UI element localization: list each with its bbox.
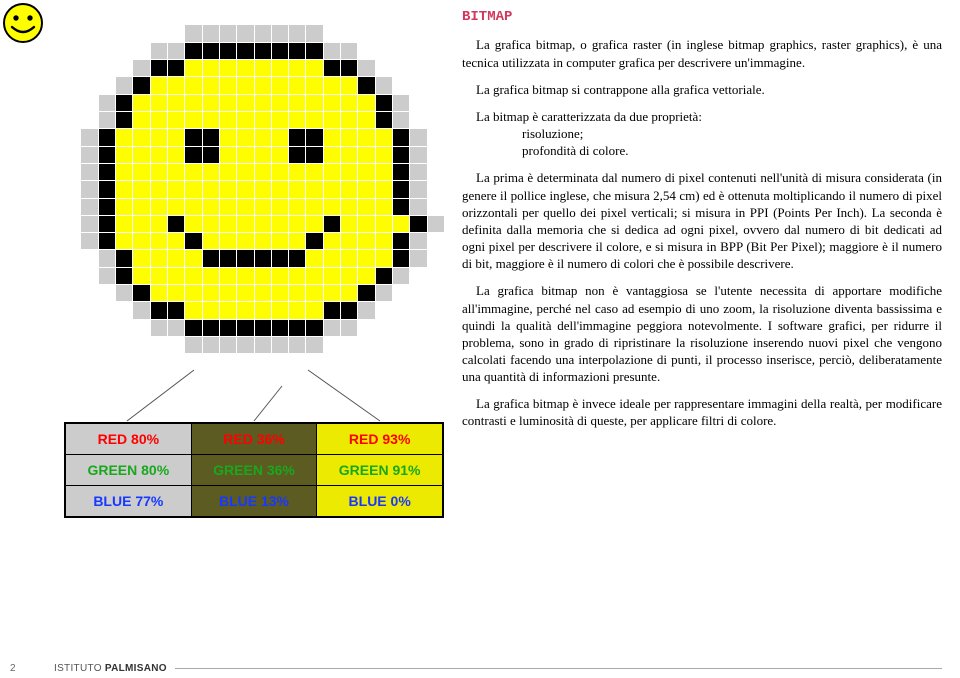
paragraph: La grafica bitmap, o grafica raster (in … <box>462 36 942 70</box>
swatch-label: BLUE 13% <box>219 493 289 509</box>
swatch-cell: RED 80% <box>66 424 191 454</box>
swatch-cell: RED 36% <box>192 424 317 454</box>
figure-column: RED 80% RED 36% RED 93% GREEN 80% GREEN … <box>10 8 450 518</box>
smiley-thumbnail <box>0 0 46 46</box>
swatch-label: GREEN 36% <box>213 462 295 478</box>
page-number: 2 <box>10 663 54 674</box>
text-column: BITMAP La grafica bitmap, o grafica rast… <box>462 8 942 518</box>
footer-rule <box>175 668 942 669</box>
paragraph: risoluzione; <box>462 125 942 142</box>
swatch-cell: RED 93% <box>317 424 442 454</box>
swatch-label: RED 93% <box>349 431 410 447</box>
swatch-label: RED 36% <box>223 431 284 447</box>
swatch-cell: GREEN 91% <box>317 455 442 485</box>
swatch-cell: BLUE 77% <box>66 486 191 516</box>
publisher: ISTITUTO PALMISANO <box>54 663 167 674</box>
publisher-bold: PALMISANO <box>105 663 167 674</box>
paragraph: La grafica bitmap si contrappone alla gr… <box>462 81 942 98</box>
swatch-label: RED 80% <box>98 431 159 447</box>
paragraph: profondità di colore. <box>462 142 942 159</box>
page-footer: 2 ISTITUTO PALMISANO <box>10 663 942 674</box>
publisher-light: ISTITUTO <box>54 663 105 674</box>
swatch-cell: GREEN 80% <box>66 455 191 485</box>
swatch-cell: GREEN 36% <box>192 455 317 485</box>
paragraph: La prima è determinata dal numero di pix… <box>462 169 942 272</box>
swatch-label: GREEN 91% <box>339 462 421 478</box>
swatch-label: GREEN 80% <box>87 462 169 478</box>
swatch-cell: BLUE 13% <box>192 486 317 516</box>
swatch-label: BLUE 0% <box>349 493 411 509</box>
section-title: BITMAP <box>462 8 942 26</box>
color-swatch-table: RED 80% RED 36% RED 93% GREEN 80% GREEN … <box>64 422 444 518</box>
swatch-cell: BLUE 0% <box>317 486 442 516</box>
paragraph: La grafica bitmap non è vantaggiosa se l… <box>462 282 942 385</box>
paragraph: La bitmap è caratterizzata da due propri… <box>462 108 942 125</box>
smiley-pixelated <box>64 8 444 398</box>
paragraph: La grafica bitmap è invece ideale per ra… <box>462 395 942 429</box>
swatch-label: BLUE 77% <box>93 493 163 509</box>
